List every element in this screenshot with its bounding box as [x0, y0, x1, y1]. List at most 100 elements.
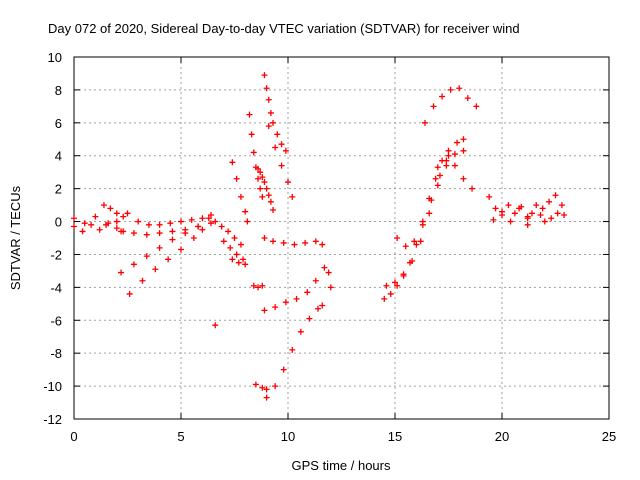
data-point [270, 207, 277, 214]
data-point [242, 208, 249, 215]
data-point [417, 238, 424, 245]
data-point [400, 271, 407, 278]
data-point [199, 215, 206, 222]
data-point [263, 386, 270, 393]
data-point [107, 205, 114, 212]
data-point [229, 159, 236, 166]
series-arc-23 [381, 147, 452, 302]
x-axis-label: GPS time / hours [292, 458, 391, 473]
data-point [451, 162, 458, 169]
data-point [439, 93, 446, 100]
data-point [165, 256, 172, 263]
data-point [265, 96, 272, 103]
x-tick-label: 25 [602, 429, 616, 444]
y-tick-label: 2 [55, 182, 62, 197]
data-point [546, 198, 553, 205]
data-point [505, 202, 512, 209]
y-tick-label: -8 [50, 346, 62, 361]
data-point [207, 211, 214, 218]
data-point [169, 236, 176, 243]
series-arc-08 [212, 322, 219, 329]
data-point [325, 269, 332, 276]
data-point [240, 256, 247, 263]
data-point [126, 290, 133, 297]
data-point [205, 215, 212, 222]
data-point [548, 215, 555, 222]
series-arc-22 [325, 269, 334, 291]
data-point [428, 197, 435, 204]
data-point [130, 261, 137, 268]
data-point [135, 218, 142, 225]
data-point [257, 185, 264, 192]
data-point [426, 210, 433, 217]
data-point [552, 192, 559, 199]
data-point [533, 202, 540, 209]
data-point [143, 231, 150, 238]
series-arc-21 [263, 302, 326, 401]
data-point [178, 218, 184, 225]
y-tick-label: 6 [55, 116, 62, 131]
y-tick-label: -12 [43, 412, 62, 427]
data-point [259, 384, 266, 391]
data-point [139, 277, 146, 284]
data-point [541, 218, 548, 225]
series-arc-03 [100, 202, 127, 220]
data-point [231, 235, 238, 241]
data-point [113, 225, 120, 232]
data-point [285, 179, 291, 186]
data-points [71, 72, 568, 401]
data-point [124, 210, 131, 217]
data-point [443, 157, 450, 164]
data-point [255, 165, 262, 172]
data-point [445, 152, 452, 159]
data-point [297, 328, 304, 335]
data-point [255, 284, 262, 291]
data-point [539, 205, 546, 212]
data-point [454, 139, 461, 146]
data-point [473, 103, 480, 110]
series-arc-09 [212, 218, 244, 248]
data-point [152, 266, 159, 273]
data-point [248, 131, 255, 138]
plot-area-border [73, 56, 610, 420]
data-point [280, 239, 287, 246]
data-point [233, 251, 240, 258]
data-point [265, 192, 272, 199]
data-point [263, 185, 270, 192]
data-point [319, 302, 326, 309]
data-point [302, 239, 309, 246]
grid-lines [74, 57, 609, 419]
data-point [244, 218, 251, 225]
series-arc-04 [124, 210, 214, 228]
series-arc-06 [118, 215, 212, 276]
series-arc-26 [434, 157, 476, 192]
data-point [447, 86, 454, 93]
data-point [143, 253, 150, 260]
data-point [212, 218, 219, 225]
data-point [304, 289, 311, 296]
data-point [267, 198, 274, 205]
data-point [100, 202, 107, 209]
data-point [451, 151, 458, 158]
data-point [250, 282, 257, 289]
data-point [267, 109, 274, 116]
series-arc-24 [383, 147, 467, 289]
axis-ticks [73, 56, 610, 420]
data-point [291, 241, 298, 248]
y-tick-label: -2 [50, 247, 62, 262]
data-point [265, 123, 272, 130]
data-point [413, 241, 420, 248]
data-point [394, 282, 401, 289]
data-point [274, 131, 281, 138]
x-tick-label: 5 [177, 429, 184, 444]
data-point [490, 216, 497, 223]
data-point [432, 175, 439, 182]
series-arc-13 [246, 111, 266, 200]
data-point [259, 282, 266, 289]
data-point [524, 215, 531, 222]
data-point [195, 223, 202, 230]
series-arc-17 [265, 123, 296, 200]
x-tick-label: 0 [70, 429, 77, 444]
data-point [182, 230, 189, 237]
